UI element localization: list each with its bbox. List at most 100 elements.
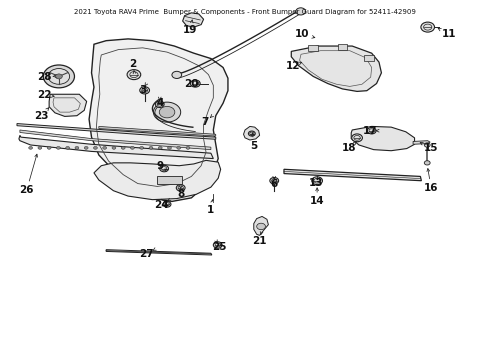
Text: 25: 25: [212, 242, 227, 252]
Polygon shape: [291, 46, 381, 91]
Text: 21: 21: [252, 236, 267, 246]
Bar: [338, 44, 347, 50]
Text: 3: 3: [139, 85, 147, 95]
Polygon shape: [106, 249, 212, 255]
Circle shape: [312, 177, 322, 185]
Circle shape: [94, 147, 98, 149]
Circle shape: [48, 68, 70, 84]
Text: 4: 4: [156, 98, 164, 108]
Circle shape: [56, 147, 60, 149]
Circle shape: [248, 131, 255, 136]
Circle shape: [314, 178, 320, 183]
Polygon shape: [351, 126, 415, 151]
Circle shape: [424, 24, 432, 30]
Text: 28: 28: [37, 72, 51, 82]
Circle shape: [140, 87, 149, 94]
Polygon shape: [413, 141, 430, 144]
Polygon shape: [244, 126, 260, 140]
Polygon shape: [284, 169, 421, 181]
Text: 18: 18: [342, 143, 356, 153]
Text: 16: 16: [424, 183, 439, 193]
Circle shape: [130, 147, 134, 149]
Circle shape: [75, 147, 79, 149]
Circle shape: [270, 177, 279, 184]
Circle shape: [368, 127, 376, 134]
Bar: [365, 55, 374, 61]
Circle shape: [296, 8, 306, 15]
Text: 11: 11: [441, 29, 456, 39]
Text: 23: 23: [34, 111, 49, 121]
Circle shape: [369, 129, 374, 132]
Circle shape: [84, 147, 88, 149]
Polygon shape: [20, 130, 211, 150]
Circle shape: [271, 179, 277, 183]
Circle shape: [186, 147, 190, 149]
Circle shape: [157, 102, 162, 106]
Circle shape: [354, 135, 360, 140]
Circle shape: [130, 72, 138, 78]
Text: 7: 7: [201, 117, 209, 127]
Circle shape: [176, 185, 185, 191]
Circle shape: [421, 22, 435, 32]
Polygon shape: [19, 135, 213, 158]
Polygon shape: [94, 160, 220, 200]
Polygon shape: [254, 216, 269, 235]
Polygon shape: [49, 94, 87, 116]
Circle shape: [38, 147, 42, 149]
Polygon shape: [99, 126, 216, 136]
Circle shape: [142, 88, 147, 93]
Circle shape: [250, 132, 254, 135]
Text: 2021 Toyota RAV4 Prime  Bumper & Components - Front Bumper Guard Diagram for 524: 2021 Toyota RAV4 Prime Bumper & Componen…: [74, 9, 416, 14]
Circle shape: [178, 186, 183, 190]
Text: 24: 24: [154, 200, 169, 210]
Polygon shape: [17, 123, 216, 139]
Polygon shape: [157, 176, 182, 184]
Polygon shape: [89, 39, 228, 202]
Text: 8: 8: [177, 189, 184, 199]
Text: 13: 13: [308, 178, 323, 188]
Circle shape: [162, 167, 167, 171]
Circle shape: [140, 147, 144, 149]
Text: 14: 14: [310, 197, 324, 206]
Text: 5: 5: [250, 141, 258, 151]
Text: 12: 12: [286, 61, 300, 71]
Text: 2: 2: [129, 59, 137, 69]
Circle shape: [168, 147, 172, 149]
Circle shape: [155, 101, 164, 108]
Circle shape: [163, 202, 171, 207]
Circle shape: [191, 80, 200, 87]
Text: 6: 6: [270, 179, 278, 189]
Circle shape: [159, 107, 175, 118]
Circle shape: [160, 165, 169, 172]
Text: 1: 1: [207, 205, 215, 215]
Text: 9: 9: [156, 161, 163, 171]
Text: 20: 20: [184, 79, 198, 89]
Text: 19: 19: [183, 25, 197, 35]
Circle shape: [165, 203, 170, 206]
Circle shape: [257, 223, 266, 230]
Circle shape: [193, 81, 198, 86]
Bar: [308, 45, 318, 51]
Text: 15: 15: [424, 143, 439, 153]
Text: 10: 10: [295, 29, 310, 39]
Circle shape: [177, 147, 181, 149]
Circle shape: [55, 74, 62, 79]
Text: 17: 17: [363, 126, 377, 136]
Circle shape: [43, 65, 74, 88]
Circle shape: [424, 161, 430, 165]
Polygon shape: [183, 13, 203, 27]
Circle shape: [47, 147, 51, 149]
Circle shape: [213, 242, 222, 248]
Circle shape: [127, 69, 141, 80]
Circle shape: [153, 102, 181, 122]
Circle shape: [112, 147, 116, 149]
Circle shape: [172, 71, 182, 78]
Text: 27: 27: [139, 249, 154, 259]
Circle shape: [121, 147, 125, 149]
Circle shape: [66, 147, 70, 149]
Circle shape: [29, 147, 32, 149]
Circle shape: [352, 134, 363, 142]
Circle shape: [103, 147, 107, 149]
Circle shape: [149, 147, 153, 149]
Text: 26: 26: [20, 185, 34, 195]
